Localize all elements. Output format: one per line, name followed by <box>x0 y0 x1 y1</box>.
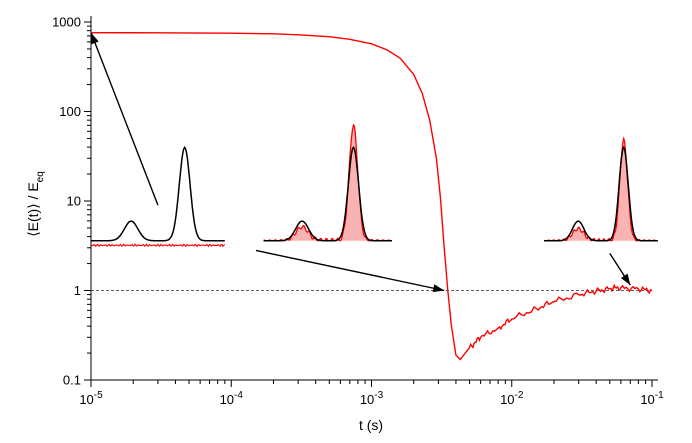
inset-3-black-profile <box>544 145 658 242</box>
x-tick-label: 10-2 <box>500 390 524 407</box>
inset-2-red-fill <box>263 125 392 241</box>
inset-3-red-profile <box>543 136 658 242</box>
inset-3-red-fill <box>544 138 658 241</box>
axes: 0.1 1 10 100 1000 10-5 10-4 10-3 10-2 10-1 <box>52 15 664 408</box>
x-axis-title: t (s) <box>359 417 383 433</box>
y-tick-label: 100 <box>59 104 81 119</box>
inset-profiles <box>90 123 658 248</box>
inset-1-black-profile <box>91 145 225 242</box>
arrow-shaft <box>255 249 445 292</box>
x-tick-label: 10-4 <box>220 390 244 407</box>
y-axis-title: ⟨E(t)⟩ / Eeq <box>25 171 46 237</box>
y-tick-label: 1 <box>74 283 81 298</box>
series-1-line <box>90 32 653 361</box>
arrow-head <box>620 273 631 286</box>
arrow-head <box>432 284 445 293</box>
arrow-2 <box>255 249 445 293</box>
inset-2-black-profile <box>263 145 392 242</box>
y-tick-label: 10 <box>67 194 81 209</box>
inset-1-red-profile <box>90 243 226 248</box>
arrow-1 <box>90 32 159 206</box>
arrow-shaft <box>90 32 159 206</box>
y-tick-label: 1000 <box>52 15 81 30</box>
arrow-3 <box>609 252 631 286</box>
y-axis-title-sub: eq <box>35 171 46 182</box>
inset-2-red-profile <box>263 123 392 242</box>
annotation-arrows <box>90 32 631 293</box>
x-tick-label: 10-3 <box>360 390 384 407</box>
y-axis-title-main: ⟨E(t)⟩ / E <box>25 182 41 236</box>
y-tick-label: 0.1 <box>63 373 81 388</box>
x-tick-label: 10-5 <box>79 390 103 407</box>
x-tick-label: 10-1 <box>640 390 664 407</box>
arrow-head <box>91 32 99 45</box>
series-layer <box>90 32 653 361</box>
